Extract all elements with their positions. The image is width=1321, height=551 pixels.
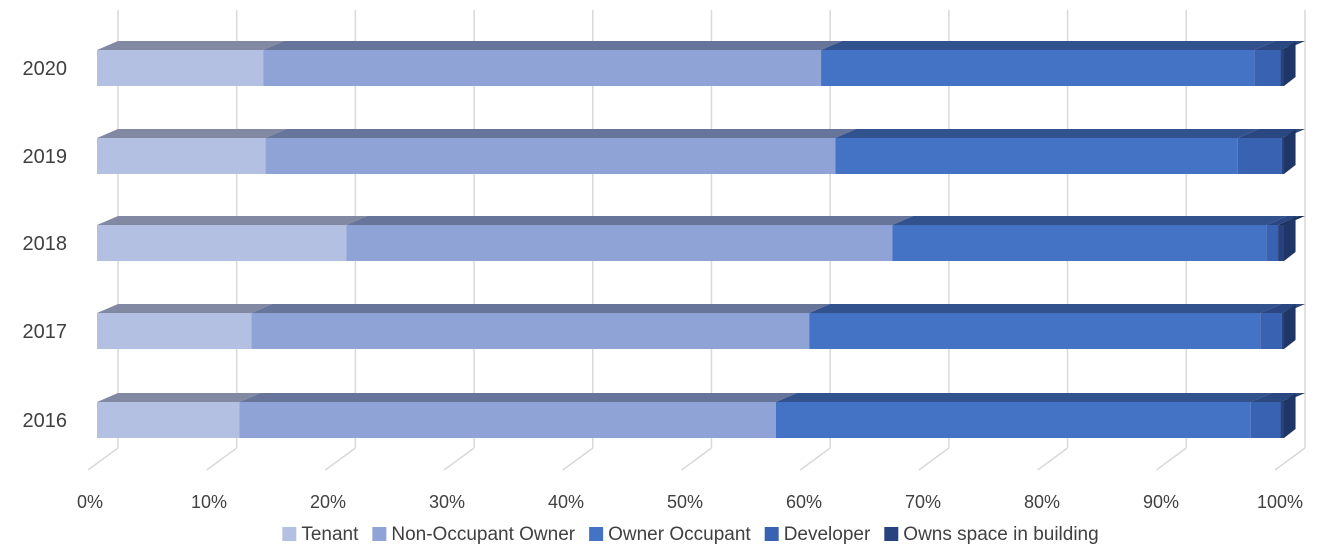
legend-item: Developer	[764, 524, 871, 545]
legend-swatch	[372, 527, 387, 541]
y-axis-label: 2019	[23, 146, 68, 168]
legend-swatch	[282, 527, 297, 541]
bar-segment	[821, 41, 1276, 86]
x-axis-tick-label: 70%	[905, 492, 941, 512]
bars	[97, 41, 1305, 438]
bar-group-2018	[97, 216, 1305, 261]
legend-item: Owner Occupant	[589, 524, 751, 545]
bar-group-2020	[97, 41, 1305, 86]
bar-segment	[97, 129, 287, 174]
bar-segment	[1281, 129, 1305, 174]
legend-label: Owns space in building	[903, 524, 1098, 545]
legend-label: Tenant	[301, 524, 359, 545]
floor-gridline	[1155, 447, 1187, 471]
x-axis-tick-label: 60%	[786, 492, 822, 512]
bar-segment	[1260, 304, 1303, 349]
bar-segment	[97, 304, 273, 349]
legend: Tenant Non-Occupant Owner Owner Occupant De…	[282, 524, 1099, 545]
x-axis-tick-label: 10%	[191, 492, 227, 512]
x-axis-tick-label: 80%	[1024, 492, 1060, 512]
bar-segment	[263, 41, 843, 86]
x-axis-tick-label: 100%	[1257, 492, 1303, 512]
legend-swatch	[589, 527, 604, 541]
bar-segment	[1237, 129, 1303, 174]
legend-swatch	[884, 527, 899, 541]
bar-segment	[1280, 393, 1305, 438]
bar-segment	[97, 216, 368, 261]
bar-segment	[1281, 304, 1305, 349]
bar-segment	[1250, 393, 1302, 438]
legend-label: Owner Occupant	[608, 524, 751, 545]
floor-gridline	[87, 447, 119, 471]
bar-segment	[809, 304, 1282, 349]
bar-group-2019	[97, 129, 1305, 174]
x-axis-tick-label: 90%	[1143, 492, 1179, 512]
y-axis-label: 2020	[23, 58, 68, 80]
bar-segment	[1278, 216, 1305, 261]
bar-group-2017	[97, 304, 1305, 349]
legend-swatch	[764, 527, 779, 541]
bar-segment	[239, 393, 797, 438]
x-axis-tick-label: 20%	[310, 492, 346, 512]
floor-gridline	[206, 447, 238, 471]
floor-gridline	[799, 447, 831, 471]
legend-label: Developer	[784, 524, 871, 545]
floor-gridline	[1037, 447, 1069, 471]
floor-gridline	[1274, 447, 1306, 471]
bar-segment	[97, 393, 261, 438]
legend-item: Owns space in building	[884, 524, 1099, 545]
legend-item: Tenant	[282, 524, 359, 545]
bar-segment	[1280, 41, 1305, 86]
floor-gridline	[324, 447, 356, 471]
legend-item: Non-Occupant Owner	[372, 524, 576, 545]
bar-segment	[97, 41, 285, 86]
x-axis-tick-label: 40%	[548, 492, 584, 512]
bar-segment	[835, 129, 1259, 174]
bar-segment	[346, 216, 914, 261]
bar-segment	[1266, 216, 1300, 261]
y-axis-label: 2018	[23, 233, 68, 255]
bar-group-2016	[97, 393, 1305, 438]
x-axis-tick-label: 50%	[667, 492, 703, 512]
floor-gridline	[443, 447, 475, 471]
bar-segment	[1254, 41, 1302, 86]
legend-label: Non-Occupant Owner	[391, 524, 575, 545]
bar-segment	[775, 393, 1272, 438]
y-axis-labels: 2016 2017 2018 2019 2020	[23, 58, 68, 432]
x-axis-tick-label: 30%	[429, 492, 465, 512]
floor-gridline	[681, 447, 712, 471]
bar-segment	[265, 129, 857, 174]
x-axis-tick-label: 0%	[77, 492, 103, 512]
bar-segment	[892, 216, 1288, 261]
floor-gridline	[918, 447, 950, 471]
floor-gridline	[562, 447, 594, 471]
y-axis-label: 2017	[23, 321, 68, 343]
x-axis-tick-labels: 0% 10% 20% 30% 40% 50% 60% 70% 80% 90% 100%	[77, 492, 1303, 512]
y-axis-label: 2016	[23, 410, 68, 432]
bar-segment	[251, 304, 831, 349]
